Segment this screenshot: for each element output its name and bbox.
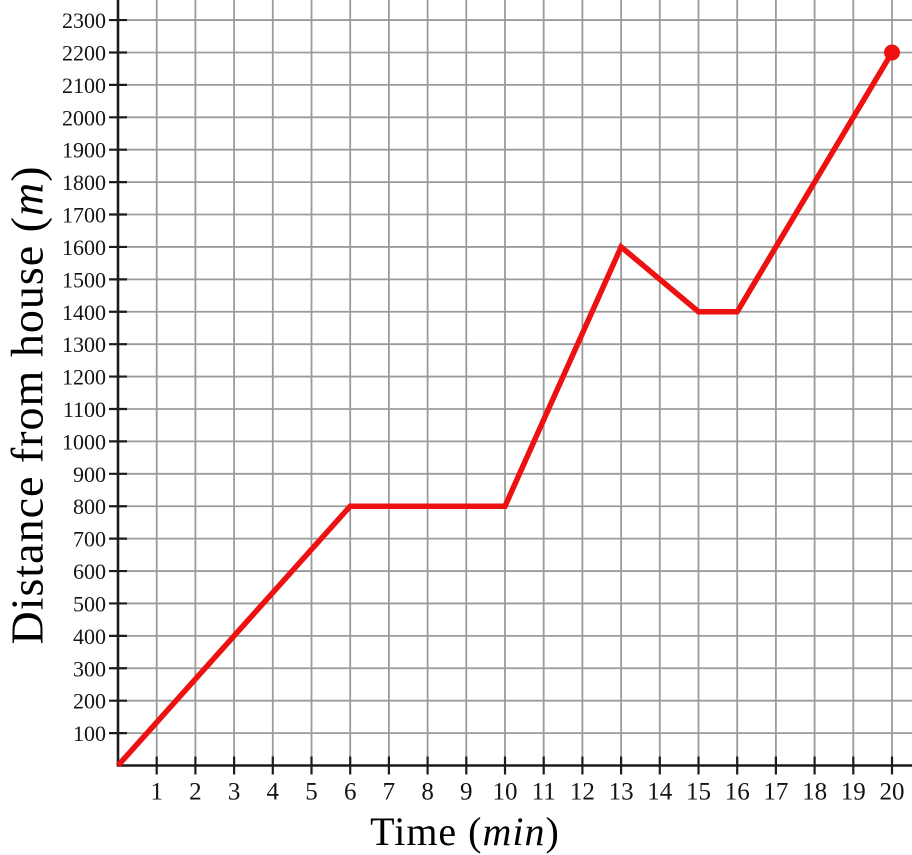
y-axis-title-close: ) bbox=[1, 165, 53, 182]
x-tick-label: 2 bbox=[189, 779, 202, 806]
y-tick-label: 1100 bbox=[63, 397, 106, 422]
x-axis-title-text: Time ( bbox=[370, 809, 483, 854]
x-tick-label: 20 bbox=[880, 779, 905, 806]
y-tick-label: 1600 bbox=[62, 235, 106, 260]
gridlines bbox=[118, 0, 912, 766]
y-tick-label: 2300 bbox=[62, 8, 106, 33]
y-tick-label: 2200 bbox=[62, 40, 106, 65]
y-tick-label: 300 bbox=[73, 656, 106, 681]
y-tick-label: 200 bbox=[73, 689, 106, 714]
x-tick-label: 12 bbox=[570, 779, 595, 806]
y-tick-label: 500 bbox=[73, 591, 106, 616]
y-tick-label: 2100 bbox=[62, 73, 106, 98]
x-axis-title-close: ) bbox=[545, 809, 560, 854]
y-tick-label: 100 bbox=[73, 721, 106, 746]
y-tick-label: 2000 bbox=[62, 105, 106, 130]
y-tick-label: 1800 bbox=[62, 170, 106, 195]
x-axis-unit: min bbox=[482, 809, 546, 854]
x-tick-label: 11 bbox=[532, 779, 556, 806]
y-tick-labels: 100 200 300 400 500 600 700 800 900 1000 1100 1200 1… bbox=[62, 8, 106, 746]
y-tick-label: 1500 bbox=[62, 267, 106, 292]
x-tick-label: 10 bbox=[493, 779, 518, 806]
x-tick-label: 19 bbox=[841, 779, 866, 806]
endpoint-dot bbox=[884, 44, 900, 61]
y-axis-unit: m bbox=[1, 181, 53, 217]
y-axis-title-text: Distance from house ( bbox=[1, 216, 53, 645]
y-tick-label: 1400 bbox=[62, 300, 106, 325]
y-tick-label: 400 bbox=[73, 624, 106, 649]
y-tick-label: 1700 bbox=[62, 203, 106, 228]
y-tick-label: 1900 bbox=[62, 138, 106, 163]
y-tick-label: 1000 bbox=[62, 429, 106, 454]
x-tick-label: 6 bbox=[344, 779, 357, 806]
x-tick-labels: 1 2 3 4 5 6 7 8 9 10 11 12 13 14 15 16 17 18 19 20 bbox=[150, 779, 904, 806]
x-tick-label: 7 bbox=[383, 779, 396, 806]
y-axis-title: Distance from house (m) bbox=[1, 165, 54, 644]
x-tick-label: 9 bbox=[460, 779, 473, 806]
x-tick-label: 4 bbox=[267, 779, 280, 806]
x-tick-label: 1 bbox=[150, 779, 163, 806]
axes bbox=[116, 0, 912, 767]
x-tick-label: 3 bbox=[228, 779, 241, 806]
x-tick-label: 15 bbox=[686, 779, 711, 806]
y-tick-label: 800 bbox=[73, 494, 106, 519]
x-tick-label: 16 bbox=[725, 779, 750, 806]
x-tick-label: 5 bbox=[305, 779, 318, 806]
tick-marks bbox=[109, 18, 894, 775]
y-tick-label: 1200 bbox=[62, 365, 106, 390]
y-tick-label: 700 bbox=[73, 527, 106, 552]
x-tick-label: 18 bbox=[802, 779, 827, 806]
x-tick-label: 14 bbox=[647, 779, 673, 806]
y-tick-label: 900 bbox=[73, 462, 106, 487]
y-tick-label: 600 bbox=[73, 559, 106, 584]
y-tick-label: 1300 bbox=[62, 332, 106, 357]
x-tick-label: 13 bbox=[609, 779, 634, 806]
x-axis-title: Time (min) bbox=[370, 808, 560, 855]
distance-line bbox=[115, 51, 895, 768]
x-tick-label: 17 bbox=[763, 779, 788, 806]
x-tick-label: 8 bbox=[421, 779, 434, 806]
